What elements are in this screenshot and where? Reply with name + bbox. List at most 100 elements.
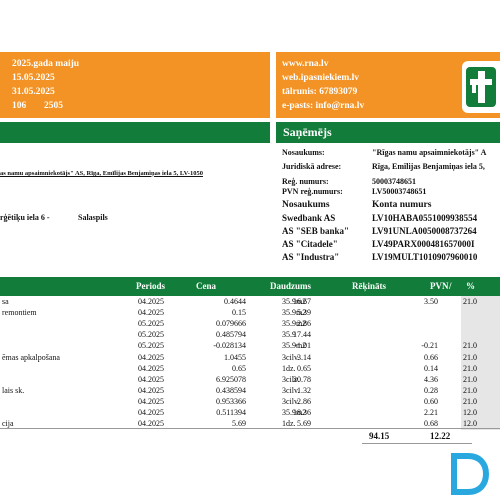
sender-line: as namu apsaimniekotājs" AS, Rīga, Emīli… (0, 170, 203, 177)
col-percent: % (466, 281, 475, 291)
recipient-address-value: Rīga, Emīlijas Benjamiņas iela 5, (372, 162, 485, 171)
row-vat: 3.50 (424, 297, 438, 306)
row-percent: 21.0 (461, 384, 500, 397)
bank-1-name: Swedbank AS (282, 213, 336, 223)
row-period: 04.2025 (138, 408, 164, 417)
col-periods: Periods (136, 281, 165, 291)
row-period: 04.2025 (138, 308, 164, 318)
col-price: Cena (196, 281, 216, 291)
house-logo-icon (466, 67, 496, 107)
row-vat: 0.14 (424, 363, 438, 373)
table-row: 05.2025 0.485794 35.9 17.44 (0, 329, 500, 342)
col-vat: PVN (430, 281, 449, 291)
row-price: 1.0455 (224, 352, 246, 362)
row-price: 0.438594 (216, 385, 246, 395)
row-amount: -1.01 (294, 341, 311, 351)
number-b: 2505 (44, 101, 63, 111)
header-orange-left: 2025.gada maiju 15.05.2025 31.05.2025 10… (0, 52, 270, 118)
row-vat: 0.28 (424, 385, 438, 395)
date-to: 31.05.2025 (12, 87, 55, 97)
reg-number-label: Reģ. numurs: (282, 177, 329, 186)
row-vat: 2.21 (424, 408, 438, 417)
row-price: 5.69 (232, 419, 246, 429)
charges-table-header: Periods Cena Daudzums Rēķināts PVN / % (0, 277, 500, 296)
row-percent: 12.0 (461, 407, 500, 419)
bank-1-account: LV10HABA0551009938554 (372, 213, 478, 223)
row-period: 05.2025 (138, 330, 164, 340)
row-price: 0.953366 (216, 396, 246, 406)
company-logo (462, 61, 500, 113)
table-row: ēmas apkalpošana 04.2025 1.0455 3cilv. 3.14 0… (0, 351, 500, 364)
table-row: 04.2025 0.953366 3cilv. 2.86 0.60 21.0 (0, 395, 500, 408)
period-title: 2025.gada maiju (12, 59, 80, 69)
number-a: 106 (12, 101, 27, 111)
row-amount: 18.36 (293, 408, 311, 417)
row-quantity: 35.9m2 (282, 341, 307, 351)
row-period: 04.2025 (138, 385, 164, 395)
table-row: 05.2025 -0.028134 35.9m2 -1.01 -0.21 21.0 (0, 340, 500, 353)
table-row: 04.2025 6.925078 3cilv. 20.78 4.36 21.0 (0, 373, 500, 386)
recipient-title: Saņēmējs (283, 125, 332, 139)
owners-website-link[interactable]: web.ipasniekiem.lv (282, 73, 360, 83)
row-quantity: 3cilv. (282, 374, 300, 384)
header-green-left (0, 122, 270, 143)
row-quantity: 1dz. (282, 363, 296, 373)
row-price: 0.15 (232, 308, 246, 318)
table-row: remontiem 04.2025 0.15 35.9m2 5.39 (0, 307, 500, 320)
row-amount: 1.32 (297, 385, 311, 395)
row-quantity: 1dz. (282, 419, 296, 429)
reg-number-value: 50003748651 (372, 177, 416, 186)
row-percent (461, 307, 500, 320)
row-percent: 21.0 (461, 395, 500, 408)
row-period: 04.2025 (138, 363, 164, 373)
account-number-header: Konta numurs (372, 200, 432, 210)
row-amount: 16.67 (293, 297, 311, 306)
total-amount: 94.15 (369, 431, 390, 441)
row-amount: 3.14 (297, 352, 311, 362)
row-percent (461, 318, 500, 331)
row-label: lais sk. (2, 385, 25, 395)
bank-3-name: AS "Citadele" (282, 239, 338, 249)
row-period: 04.2025 (138, 396, 164, 406)
table-row: 05.2025 0.079666 35.9m2 2.86 (0, 318, 500, 331)
row-vat: 0.68 (424, 419, 438, 429)
row-quantity: 35.9m2 (282, 319, 307, 329)
col-vat-separator: / (449, 281, 452, 291)
row-price: 6.925078 (216, 374, 246, 384)
bank-3-account: LV49PARX000481657000I (372, 239, 475, 249)
row-label: ēmas apkalpošana (2, 352, 60, 362)
row-price: 0.079666 (216, 319, 246, 329)
date-from: 15.05.2025 (12, 73, 55, 83)
row-amount: 2.86 (297, 396, 311, 406)
table-row: 04.2025 0.65 1dz. 0.65 0.14 21.0 (0, 362, 500, 375)
row-percent: 21.0 (461, 351, 500, 364)
row-quantity: 3cilv. (282, 352, 300, 362)
row-label: sa (2, 297, 9, 306)
address-street: rģētiķu iela 6 - (0, 213, 50, 222)
row-quantity: 35.9m2 (282, 408, 307, 417)
row-period: 04.2025 (138, 297, 164, 306)
row-price: 0.4644 (224, 297, 246, 306)
row-vat: 0.60 (424, 396, 438, 406)
row-price: 0.485794 (216, 330, 246, 340)
row-amount: 2.86 (297, 319, 311, 329)
table-bottom-line (0, 428, 500, 429)
table-row: 04.2025 0.511394 35.9m2 18.36 2.21 12.0 (0, 407, 500, 419)
row-price: 0.65 (232, 363, 246, 373)
website-link[interactable]: www.rna.lv (282, 59, 329, 69)
col-charged: Rēķināts (352, 281, 387, 291)
phone-number: tālrunis: 67893079 (282, 87, 358, 97)
bank-2-account: LV91UNLA0050008737264 (372, 226, 477, 236)
table-row: sa 04.2025 0.4644 35.9m2 16.67 3.50 21.0 (0, 296, 500, 308)
row-percent: 21.0 (461, 340, 500, 353)
letter-d-watermark-icon (451, 453, 490, 495)
row-percent: 21.0 (461, 362, 500, 375)
row-price: -0.028134 (213, 341, 246, 351)
recipient-address-label: Juridiskā adrese: (282, 162, 342, 171)
recipient-name-label: Nosaukums: (282, 148, 325, 157)
row-percent (461, 329, 500, 342)
row-quantity: 3cilv. (282, 396, 300, 406)
address-city: Salaspils (78, 213, 108, 222)
vat-number-value: LV50003748651 (372, 187, 427, 196)
email-link[interactable]: e-pasts: info@rna.lv (282, 101, 365, 111)
